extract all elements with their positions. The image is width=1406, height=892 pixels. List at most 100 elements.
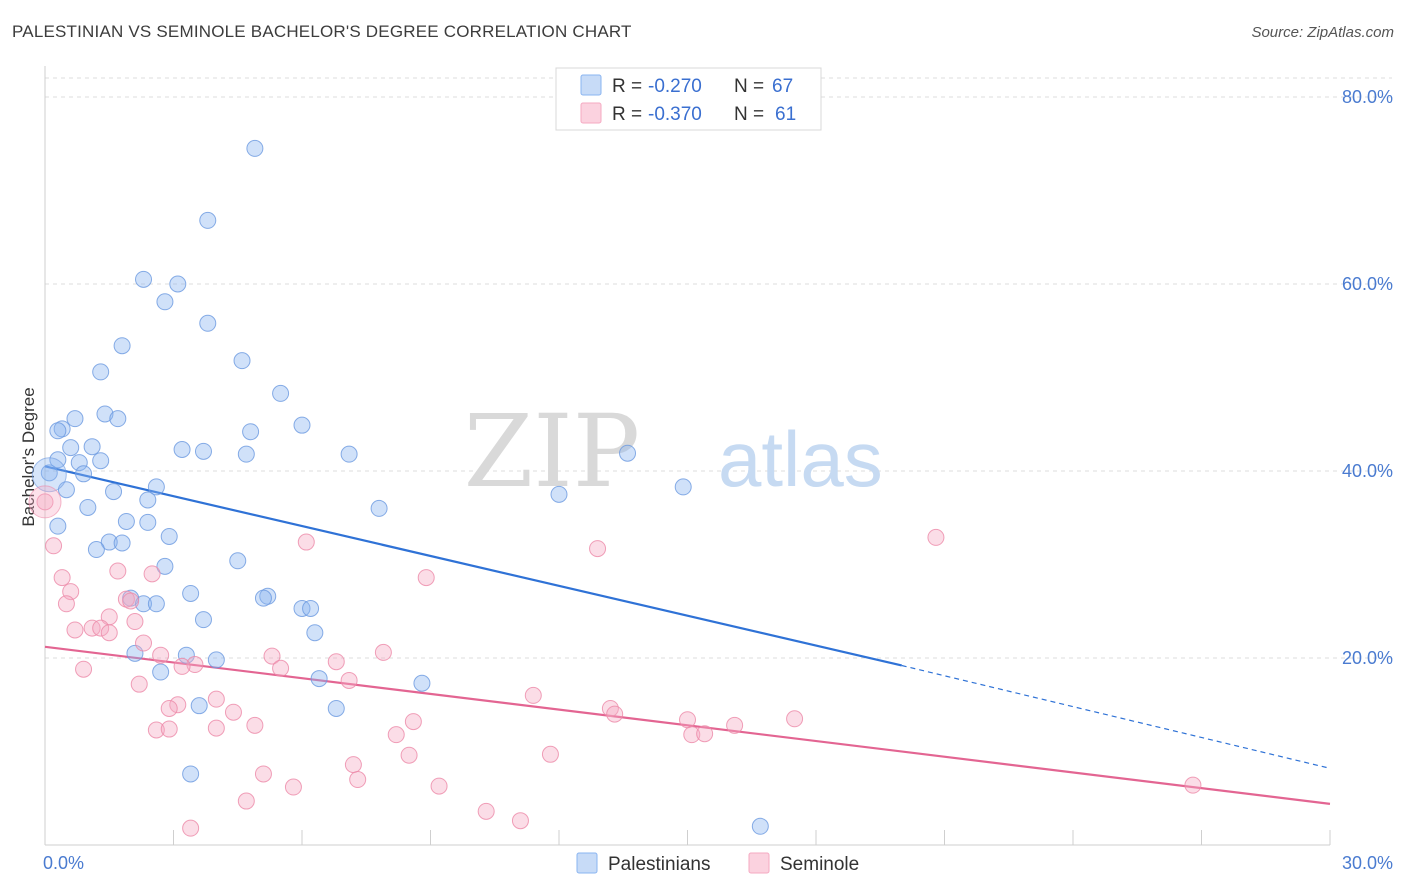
point-seminole: [36, 493, 54, 511]
series-palestinians: [40, 139, 769, 835]
point-palestinians: [229, 552, 247, 570]
point-seminole: [541, 745, 559, 763]
point-palestinians: [306, 624, 324, 642]
point-palestinians: [92, 452, 110, 470]
point-seminole: [83, 619, 101, 637]
point-palestinians: [92, 363, 110, 381]
point-palestinians: [156, 293, 174, 311]
point-seminole: [57, 595, 75, 613]
point-palestinians: [340, 445, 358, 463]
point-seminole: [246, 716, 264, 734]
point-seminole: [207, 690, 225, 708]
point-seminole: [524, 686, 542, 704]
point-palestinians: [139, 491, 157, 509]
legend-r-value-2: -0.370: [648, 104, 702, 125]
point-palestinians: [156, 557, 174, 575]
point-seminole: [606, 705, 624, 723]
point-seminole: [511, 812, 529, 830]
point-seminole: [117, 590, 135, 608]
grid-lines: [45, 77, 1392, 659]
point-seminole: [404, 713, 422, 731]
trend-line-seminole: [44, 645, 1331, 805]
point-palestinians: [293, 599, 311, 617]
point-palestinians: [169, 275, 187, 293]
point-seminole: [683, 726, 701, 744]
legend-r-label-1: R =: [612, 76, 642, 97]
point-palestinians: [147, 595, 165, 613]
point-seminole: [284, 778, 302, 796]
point-palestinians: [259, 587, 277, 605]
point-seminole: [169, 696, 187, 714]
point-palestinians: [194, 611, 212, 629]
point-seminole: [679, 711, 696, 729]
point-seminole: [147, 721, 165, 739]
point-seminole: [152, 646, 170, 664]
point-palestinians: [100, 533, 118, 551]
point-palestinians: [40, 464, 58, 482]
point-palestinians: [182, 584, 200, 602]
point-palestinians: [233, 352, 251, 370]
y-axis-label: Bachelor's Degree: [19, 387, 38, 526]
point-palestinians: [83, 438, 101, 456]
point-palestinians: [135, 595, 153, 613]
point-seminole: [135, 634, 153, 652]
source-credit: Source: ZipAtlas.com: [1251, 24, 1394, 41]
point-seminole: [1184, 776, 1202, 794]
point-palestinians: [674, 478, 692, 496]
point-palestinians: [310, 670, 328, 688]
point-palestinians: [173, 440, 191, 458]
point-palestinians: [207, 651, 225, 669]
point-seminole: [726, 716, 744, 734]
point-palestinians: [160, 527, 178, 545]
bottom-legend-label-seminole: Seminole: [780, 854, 859, 875]
point-seminole: [100, 624, 118, 642]
point-palestinians: [135, 270, 153, 288]
point-palestinians: [194, 442, 212, 460]
legend-swatch-seminole: [580, 102, 602, 124]
point-seminole: [173, 657, 191, 675]
point-seminole: [130, 675, 148, 693]
y-tick-label: 60.0%: [1342, 274, 1393, 294]
axes: 20.0% 40.0% 60.0% 80.0% 0.0% 30.0% Bachelor's …: [19, 66, 1393, 873]
bottom-legend-label-palestinians: Palestinians: [608, 854, 710, 875]
point-seminole: [160, 699, 178, 717]
point-seminole: [297, 533, 315, 551]
point-palestinians: [413, 674, 431, 692]
point-palestinians: [109, 410, 127, 428]
legend-n-label-2: N =: [734, 104, 764, 125]
point-seminole: [400, 746, 418, 764]
point-seminole: [589, 540, 607, 558]
legend-r-label-2: R =: [612, 104, 642, 125]
point-palestinians: [237, 445, 255, 463]
point-seminole: [340, 671, 358, 689]
point-palestinians: [293, 416, 311, 434]
stats-legend: R = -0.270 N = 67 R = -0.370 N = 61: [555, 67, 822, 131]
point-seminole-large: [28, 485, 62, 519]
x-tick-label: 30.0%: [1342, 853, 1393, 873]
point-palestinians: [177, 646, 195, 664]
point-seminole: [45, 537, 63, 555]
legend-n-label-1: N =: [734, 76, 764, 97]
point-palestinians: [62, 439, 80, 457]
chart-title: PALESTINIAN VS SEMINOLE BACHELOR'S DEGRE…: [12, 22, 632, 41]
point-palestinians: [327, 699, 345, 717]
legend-n-value-1: 67: [772, 76, 793, 97]
point-palestinians: [147, 478, 165, 496]
point-palestinians: [139, 513, 157, 531]
point-seminole: [66, 621, 84, 639]
point-seminole: [927, 528, 945, 546]
point-seminole: [696, 725, 714, 743]
legend-swatch-palestinians: [580, 74, 602, 96]
point-seminole: [786, 710, 804, 728]
point-seminole: [263, 647, 281, 665]
point-palestinians: [79, 498, 97, 516]
point-seminole: [374, 643, 392, 661]
point-seminole: [182, 819, 200, 837]
legend-n-value-2: 61: [775, 104, 796, 125]
point-palestinians: [619, 444, 637, 462]
legend-r-value-1: -0.270: [648, 76, 702, 97]
point-seminole: [92, 619, 110, 637]
point-seminole: [75, 660, 93, 678]
trend-line-extension-palestinians: [901, 664, 1331, 769]
